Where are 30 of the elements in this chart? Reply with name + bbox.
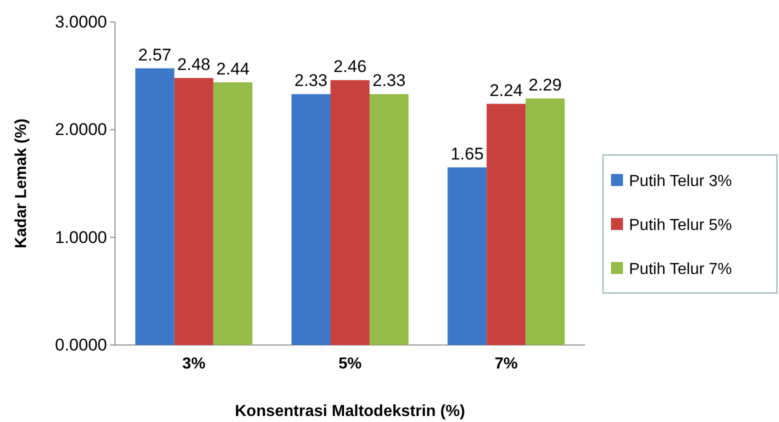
bar [448, 167, 487, 345]
x-axis-title: Konsentrasi Maltodekstrin (%) [234, 403, 466, 420]
bar [330, 80, 370, 345]
data-label: 2.33 [372, 71, 406, 90]
bar [174, 78, 214, 345]
legend-label: Putih Telur 7% [629, 261, 732, 278]
bar [135, 68, 174, 345]
x-tick-label: 5% [338, 355, 362, 372]
legend-label: Putih Telur 5% [629, 217, 732, 234]
legend-label: Putih Telur 3% [629, 173, 732, 190]
data-label: 1.65 [450, 144, 484, 164]
data-label: 2.33 [294, 71, 328, 90]
data-label: 2.44 [216, 59, 250, 78]
y-tick-label: 0.0000 [55, 335, 107, 354]
y-axis-title: Kadar Lemak (%) [13, 118, 30, 248]
bar [213, 82, 252, 345]
x-tick-label: 3% [182, 355, 206, 372]
bar [291, 94, 330, 345]
data-label: 2.57 [138, 45, 172, 64]
data-label: 2.46 [333, 57, 367, 76]
data-label: 2.24 [490, 80, 523, 100]
bar [370, 94, 409, 345]
y-tick-label: 2.0000 [55, 120, 107, 140]
y-tick-label: 3.0000 [55, 12, 107, 32]
data-label: 2.29 [528, 75, 562, 94]
data-label: 2.48 [177, 54, 210, 74]
y-tick-label: 1.0000 [55, 228, 107, 247]
x-tick-label: 7% [494, 355, 518, 372]
bar [486, 104, 526, 345]
bar [526, 98, 565, 345]
